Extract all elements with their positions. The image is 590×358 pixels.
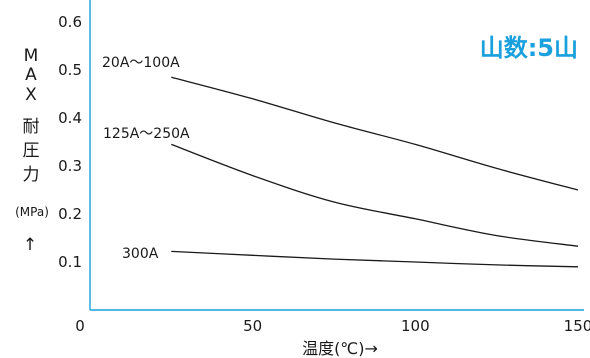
- y-axis-label-char: M: [24, 46, 39, 66]
- y-axis-label-char: 耐: [23, 117, 40, 137]
- y-axis-label-char: 力: [23, 165, 40, 185]
- y-tick-label: 0.5: [58, 61, 82, 79]
- series-label: 125A〜250A: [103, 126, 190, 142]
- y-tick-label: 0.2: [58, 205, 82, 223]
- x-axis-label: 温度(℃)→: [302, 339, 378, 358]
- series-label: 300A: [122, 246, 159, 262]
- x-tick-label: 50: [243, 317, 262, 335]
- y-tick-label: 0.1: [58, 253, 82, 271]
- y-axis-unit: (MPa): [15, 205, 49, 219]
- series-line: [171, 250, 579, 268]
- y-axis-arrow: ↑: [23, 235, 37, 255]
- x-tick-label: 150: [564, 317, 590, 335]
- y-axis-label-char: 圧: [23, 141, 40, 161]
- chart-badge: 山数:5山: [480, 34, 578, 62]
- y-tick-label: 0.6: [58, 13, 82, 31]
- y-tick-label: 0.4: [58, 109, 82, 127]
- series-line: [171, 143, 579, 247]
- series-label: 20A〜100A: [102, 55, 180, 71]
- y-tick-label: 0.3: [58, 157, 82, 175]
- x-tick-label: 100: [401, 317, 430, 335]
- y-axis-label-char: A: [25, 65, 37, 85]
- y-axis-label-char: X: [25, 85, 37, 105]
- series-line: [171, 76, 579, 191]
- x-tick-label: 0: [75, 317, 85, 335]
